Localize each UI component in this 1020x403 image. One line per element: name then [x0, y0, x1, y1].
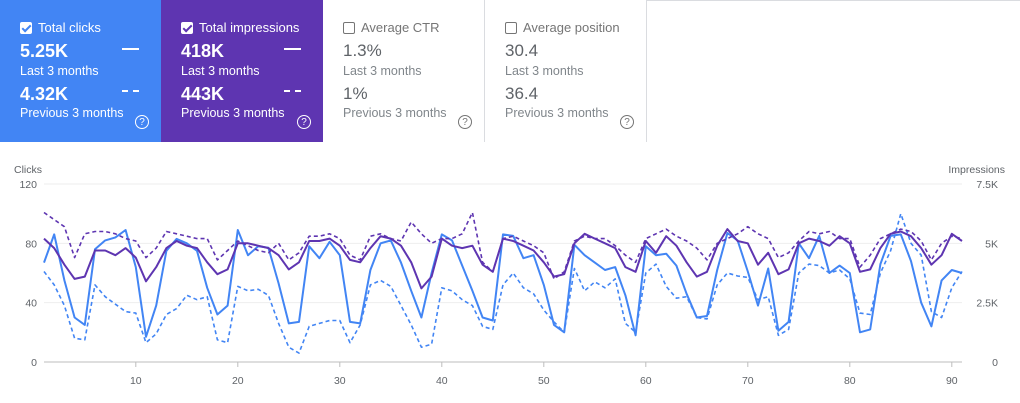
x-axis-ticks: 10 20 30 40 50 60 70 80 90 [130, 362, 958, 387]
average-ctr-current-label: Last 3 months [343, 64, 422, 78]
checkbox-unchecked-icon[interactable] [505, 21, 517, 34]
x-tick-label: 60 [640, 375, 652, 387]
right-tick-label: 5K [985, 238, 998, 250]
left-tick-label: 80 [25, 238, 37, 250]
x-tick-label: 10 [130, 375, 142, 387]
x-tick-label: 20 [232, 375, 244, 387]
x-tick-label: 50 [538, 375, 550, 387]
x-tick-label: 80 [844, 375, 856, 387]
dashed-line-legend-icon [284, 90, 301, 92]
left-axis-ticks: 0 40 80 120 [19, 179, 37, 369]
help-icon[interactable]: ? [135, 115, 149, 129]
average-position-current: 30.4 [505, 41, 539, 60]
average-position-previous-label: Previous 3 months [505, 106, 609, 120]
right-tick-label: 7.5K [976, 179, 998, 191]
average-ctr-previous-label: Previous 3 months [343, 106, 447, 120]
checkbox-checked-icon[interactable] [20, 21, 32, 34]
checkbox-unchecked-icon[interactable] [343, 21, 355, 34]
total-impressions-previous: 443K [181, 84, 225, 104]
average-ctr-current: 1.3% [343, 41, 382, 60]
clicks-previous-line [43, 212, 963, 354]
right-axis-ticks: 0 2.5K 5K 7.5K [976, 179, 998, 369]
solid-line-legend-icon [122, 48, 139, 50]
average-position-card[interactable]: Average position 30.4 Last 3 months 36.4… [485, 0, 647, 142]
total-impressions-current-label: Last 3 months [181, 64, 260, 78]
right-axis-label: Impressions [948, 164, 1005, 176]
total-clicks-card[interactable]: Total clicks 5.25K Last 3 months 4.32K P… [0, 0, 161, 142]
total-clicks-label: Total clicks [38, 20, 101, 35]
clicks-current-line [43, 229, 963, 338]
total-clicks-previous: 4.32K [20, 84, 69, 104]
x-tick-label: 40 [436, 375, 448, 387]
total-impressions-current: 418K [181, 41, 225, 61]
help-icon[interactable]: ? [297, 115, 311, 129]
x-tick-label: 70 [742, 375, 754, 387]
x-tick-label: 90 [946, 375, 958, 387]
dashed-line-legend-icon [122, 90, 139, 92]
help-icon[interactable]: ? [620, 115, 634, 129]
total-impressions-header: Total impressions [181, 20, 299, 35]
average-position-current-label: Last 3 months [505, 64, 584, 78]
right-tick-label: 0 [992, 357, 998, 369]
total-impressions-label: Total impressions [199, 20, 300, 35]
total-clicks-current-label: Last 3 months [20, 64, 99, 78]
left-tick-label: 0 [31, 357, 37, 369]
total-impressions-card[interactable]: Total impressions 418K Last 3 months 443… [161, 0, 323, 142]
average-ctr-label: Average CTR [361, 20, 440, 35]
checkbox-checked-icon[interactable] [181, 21, 193, 34]
card-row-top-border [647, 0, 1020, 2]
x-tick-label: 30 [334, 375, 346, 387]
chart-grid [44, 183, 962, 363]
average-ctr-header: Average CTR [343, 20, 440, 35]
left-tick-label: 120 [19, 179, 37, 191]
metric-cards: Total clicks 5.25K Last 3 months 4.32K P… [0, 0, 1020, 142]
left-axis-label: Clicks [14, 164, 42, 176]
average-ctr-card[interactable]: Average CTR 1.3% Last 3 months 1% Previo… [323, 0, 485, 142]
impressions-previous-line [43, 211, 963, 280]
left-tick-label: 40 [25, 298, 37, 310]
help-icon[interactable]: ? [458, 115, 472, 129]
solid-line-legend-icon [284, 48, 301, 50]
average-position-previous: 36.4 [505, 84, 539, 103]
total-clicks-previous-label: Previous 3 months [20, 106, 124, 120]
average-position-header: Average position [505, 20, 620, 35]
chart-series [43, 211, 963, 354]
right-tick-label: 2.5K [976, 298, 998, 310]
total-clicks-header: Total clicks [20, 20, 101, 35]
total-clicks-current: 5.25K [20, 41, 69, 61]
average-ctr-previous: 1% [343, 84, 368, 103]
average-position-label: Average position [523, 20, 620, 35]
total-impressions-previous-label: Previous 3 months [181, 106, 285, 120]
